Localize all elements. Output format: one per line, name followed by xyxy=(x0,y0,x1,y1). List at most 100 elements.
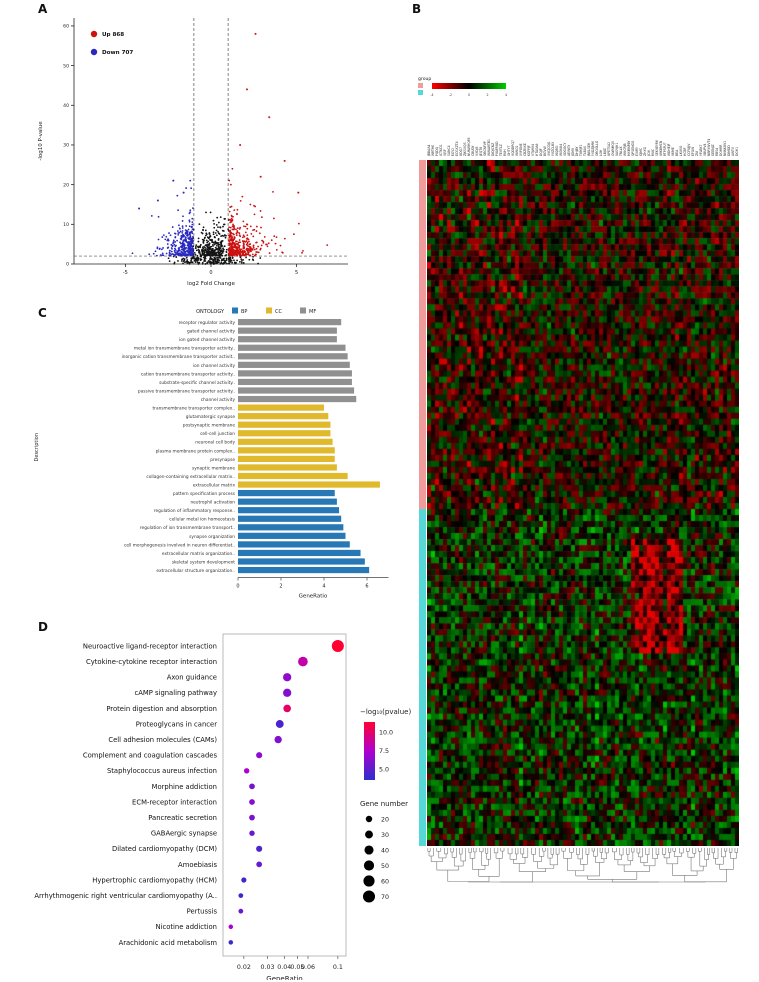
kegg-point-label: Cytokine-cytokine receptor interaction xyxy=(86,658,217,666)
go-bar-label: inorganic cation transmembrane transport… xyxy=(122,354,235,360)
svg-text:0: 0 xyxy=(468,93,470,97)
go-bar-label: channel activity xyxy=(201,397,236,403)
heatmap-column-label: YVZCLBX xyxy=(551,141,555,156)
heatmap-column-label: XBUPV4 xyxy=(703,144,707,156)
volcano-points-ns xyxy=(167,211,262,265)
kegg-point xyxy=(238,893,244,898)
go-bar xyxy=(238,361,350,368)
kegg-point-label: Complement and coagulation cascades xyxy=(83,752,218,760)
heatmap-column-label: GEENJZ xyxy=(711,144,715,156)
kegg-size-legend: Gene number 20 30 40 50 60 70 xyxy=(360,800,408,903)
heatmap-column-label: XXDJ5 xyxy=(475,146,479,156)
kegg-point-label: GABAergic synapse xyxy=(151,830,217,838)
kegg-point-label: Hypertrophic cardiomyopathy (HCM) xyxy=(92,876,217,884)
svg-text:group: group xyxy=(418,76,431,82)
svg-text:GeneRatio: GeneRatio xyxy=(299,594,328,600)
svg-text:10: 10 xyxy=(63,222,69,228)
heatmap-column-label: YXDZJMM xyxy=(591,141,595,156)
kegg-point xyxy=(241,877,247,883)
go-bar xyxy=(238,370,352,377)
svg-text:GeneRatio: GeneRatio xyxy=(266,975,302,980)
heatmap-legend: group -4 -2 0 2 4 xyxy=(418,76,507,97)
heatmap-column-label: SEKVEYR6 xyxy=(655,140,659,156)
kegg-point xyxy=(228,940,234,945)
go-bar-label: postsynaptic membrane xyxy=(183,423,236,429)
heatmap-column-label: DHJBY xyxy=(575,146,579,156)
kegg-point xyxy=(249,814,255,821)
go-bar xyxy=(238,464,337,471)
heatmap-column-label: CBUDY xyxy=(471,145,475,156)
go-bar-label: cellular metal ion homeostasis xyxy=(169,517,235,523)
go-bar-label: skeletal system development xyxy=(172,559,235,565)
svg-text:7.5: 7.5 xyxy=(379,748,389,755)
svg-text:5: 5 xyxy=(295,270,298,276)
svg-text:−log₁₀(pvalue): −log₁₀(pvalue) xyxy=(360,708,411,716)
kegg-point-label: Pertussis xyxy=(187,908,218,916)
heatmap-column-label: OBOOLLG xyxy=(595,140,599,156)
heatmap-column-label: VKME xyxy=(671,147,675,156)
go-bar xyxy=(238,430,331,437)
go-bar-label: extracellular matrix organization.. xyxy=(162,551,235,557)
svg-text:-4: -4 xyxy=(430,93,433,97)
go-bar-label: glutamatergic synapse xyxy=(186,414,236,420)
heatmap-column-label: HTAOA6 xyxy=(535,143,539,156)
kegg-color-legend: −log₁₀(pvalue) 10.0 7.5 5.0 xyxy=(360,708,411,780)
kegg-point xyxy=(275,720,284,728)
svg-text:-log10 P-value: -log10 P-value xyxy=(38,121,44,161)
svg-text:BP: BP xyxy=(241,309,247,315)
svg-text:0: 0 xyxy=(66,262,69,268)
kegg-point-label: Pancreatic secretion xyxy=(148,814,217,822)
go-bar-label: ion gated channel activity xyxy=(179,337,235,343)
go-bar xyxy=(238,438,333,445)
heatmap-column-label: PQDQ xyxy=(435,146,439,156)
heatmap-column-label: RTPSFU7 xyxy=(663,142,667,156)
heatmap-column-label: XDGOCY xyxy=(563,143,567,156)
kegg-point-label: Morphine addiction xyxy=(152,783,217,791)
heatmap-column-label: BGVW xyxy=(543,146,547,156)
heatmap-column-label: RUH xyxy=(503,149,507,156)
heatmap-column-label: AEWGY xyxy=(567,145,571,156)
kegg-dot-plot: Neuroactive ligand-receptor interaction C… xyxy=(34,633,411,980)
svg-text:MF: MF xyxy=(309,309,316,315)
heatmap-column-label: ZJKSXQS xyxy=(463,142,467,156)
kegg-point-label: Protein digestion and absorption xyxy=(106,705,217,713)
svg-text:4: 4 xyxy=(505,93,507,97)
go-bar xyxy=(238,481,380,488)
svg-text:0.04: 0.04 xyxy=(277,964,291,971)
kegg-point xyxy=(228,924,234,930)
heatmap-column-label: WONU4 xyxy=(559,144,563,156)
go-bar-label: synaptic membrane xyxy=(192,465,235,471)
svg-text:30: 30 xyxy=(381,832,389,839)
heatmap-column-label: DGH1 xyxy=(735,147,739,156)
svg-text:0.06: 0.06 xyxy=(301,964,315,971)
kegg-point-label: Neuroactive ligand-receptor interaction xyxy=(83,642,217,650)
kegg-point-label: Axon guidance xyxy=(167,674,217,682)
svg-text:40: 40 xyxy=(63,103,69,109)
svg-text:-5: -5 xyxy=(123,270,128,276)
svg-text:0: 0 xyxy=(236,584,239,590)
heatmap-dendrogram xyxy=(427,848,738,883)
go-bar xyxy=(238,524,344,531)
go-bar-label: extracellular structure organization.. xyxy=(156,568,235,574)
go-bar xyxy=(238,404,324,411)
go-bar-label: synapse organization xyxy=(189,534,235,540)
go-bar xyxy=(238,327,337,334)
go-bar xyxy=(238,549,361,557)
svg-text:30: 30 xyxy=(63,143,69,149)
go-bar xyxy=(238,498,337,505)
go-bar-label: ion channel activity xyxy=(193,363,236,369)
heatmap-column-label: OWNMQ5 xyxy=(611,141,615,156)
heatmap-column-label: WQBSI xyxy=(555,145,559,156)
heatmap-column-label: PVAFRUD xyxy=(495,141,499,156)
heatmap-column-label: WDHEJF xyxy=(667,143,671,156)
svg-text:0.05: 0.05 xyxy=(290,964,304,971)
go-bar-label: neutrophil activation xyxy=(190,500,235,506)
go-bar-label: transmembrane transporter complex.. xyxy=(153,406,236,412)
heatmap-column-label: EXIRY xyxy=(635,147,639,156)
kegg-point-label: Nicotine addiction xyxy=(155,923,217,931)
panel-a-label: A xyxy=(38,2,48,16)
volcano-chart-legend: Up 868 Down 707 xyxy=(90,30,133,56)
kegg-point-label: Arachidonic acid metabolism xyxy=(119,939,218,947)
kegg-point xyxy=(298,656,308,667)
